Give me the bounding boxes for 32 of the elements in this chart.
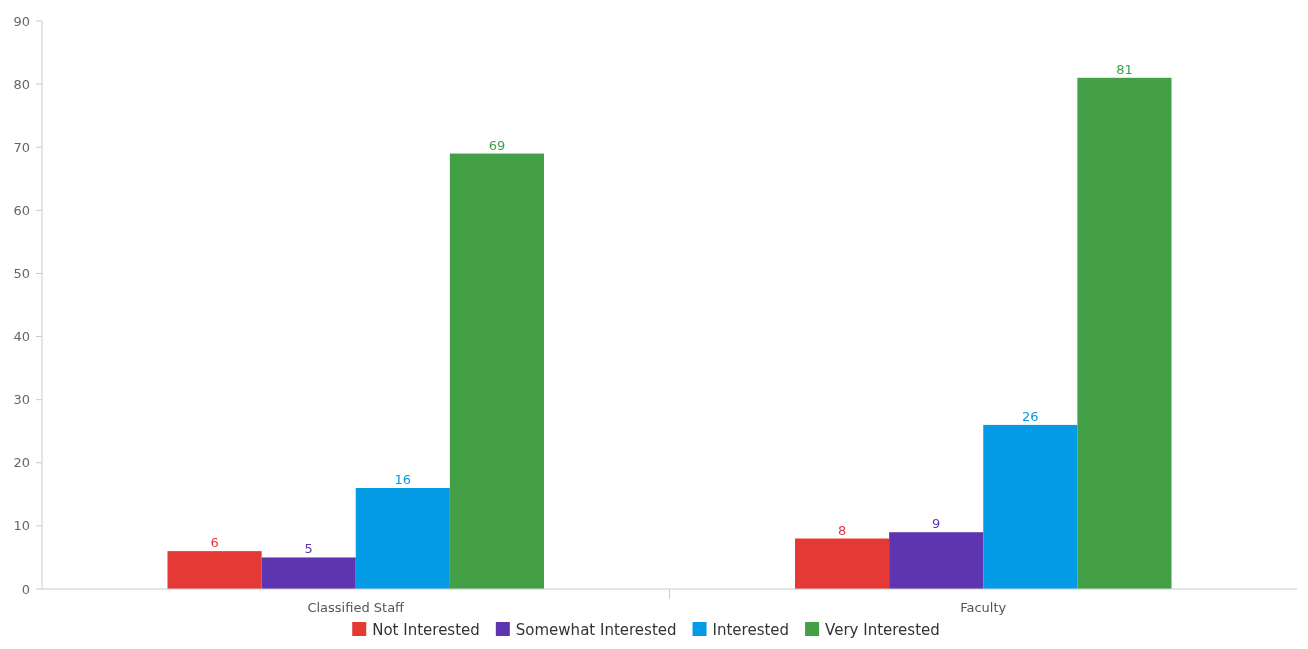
data-label: 9 (932, 516, 941, 532)
bar (261, 557, 356, 589)
data-label: 5 (304, 541, 313, 557)
x-tick-label: Faculty (960, 600, 1007, 615)
y-tick-label: 90 (13, 13, 30, 29)
bar (167, 551, 262, 589)
y-tick-label: 0 (21, 581, 30, 597)
y-tick-label: 50 (13, 265, 30, 281)
bar (355, 488, 450, 589)
bar (889, 532, 984, 589)
y-tick-label: 40 (13, 329, 30, 345)
y-tick-label: 80 (13, 76, 30, 92)
y-tick-label: 10 (13, 518, 30, 534)
legend-label: Very Interested (825, 621, 940, 639)
data-label: 8 (837, 522, 847, 538)
x-tick-label: Classified Staff (307, 600, 406, 615)
y-tick-label: 70 (13, 139, 30, 155)
legend-label: Not Interested (372, 621, 480, 639)
y-tick-label: 60 (13, 202, 30, 218)
legend-label: Somewhat Interested (515, 621, 677, 639)
bar (449, 153, 544, 589)
bar (795, 538, 890, 589)
legend-label: Interested (712, 621, 790, 639)
data-label: 69 (488, 137, 506, 153)
data-label: 81 (1116, 61, 1133, 77)
y-tick-label: 30 (13, 392, 30, 408)
data-label: 16 (394, 472, 412, 488)
bar (1077, 77, 1172, 589)
bar (983, 424, 1078, 589)
y-tick-label: 20 (13, 455, 30, 471)
data-label: 6 (210, 535, 219, 551)
data-label: 26 (1022, 408, 1039, 424)
